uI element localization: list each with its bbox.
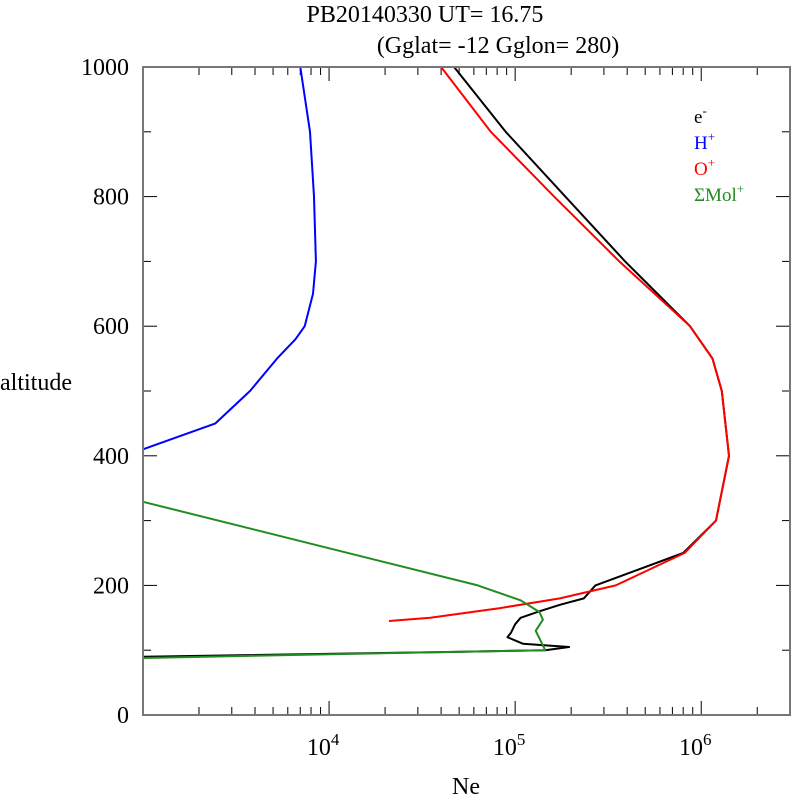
series-line-e — [142, 66, 730, 658]
series-line-ΣMol — [142, 500, 547, 659]
y-tick-label: 400 — [93, 444, 129, 470]
y-axis-label: altitude — [0, 370, 72, 396]
y-tick-label: 800 — [93, 185, 129, 211]
y-tick-label: 200 — [93, 573, 129, 599]
chart-title: PB20140330 UT= 16.75 — [307, 2, 544, 28]
legend-item: H+ — [694, 129, 715, 154]
legend-item: e- — [694, 103, 707, 128]
series-layer — [142, 66, 730, 659]
legend: e-H+O+ΣMol+ — [694, 103, 744, 206]
series-line-H — [142, 66, 317, 451]
y-tick-label: 0 — [117, 703, 129, 729]
x-axis-label: Ne — [452, 774, 480, 796]
x-tick-label: 105 — [493, 730, 526, 761]
legend-item: O+ — [694, 155, 715, 180]
tick-labels: 104 105 106 0 200 400 600 800 1000 — [81, 55, 711, 761]
x-tick-label: 106 — [679, 730, 712, 761]
chart-subtitle: (Gglat= -12 Gglon= 280) — [377, 33, 619, 59]
legend-item: ΣMol+ — [694, 181, 744, 206]
plot-frame — [142, 66, 791, 716]
x-tick-label: 104 — [307, 730, 340, 761]
y-tick-label: 1000 — [81, 55, 129, 81]
y-tick-label: 600 — [93, 314, 129, 340]
axis-ticks — [142, 66, 791, 716]
series-line-O — [388, 66, 730, 622]
